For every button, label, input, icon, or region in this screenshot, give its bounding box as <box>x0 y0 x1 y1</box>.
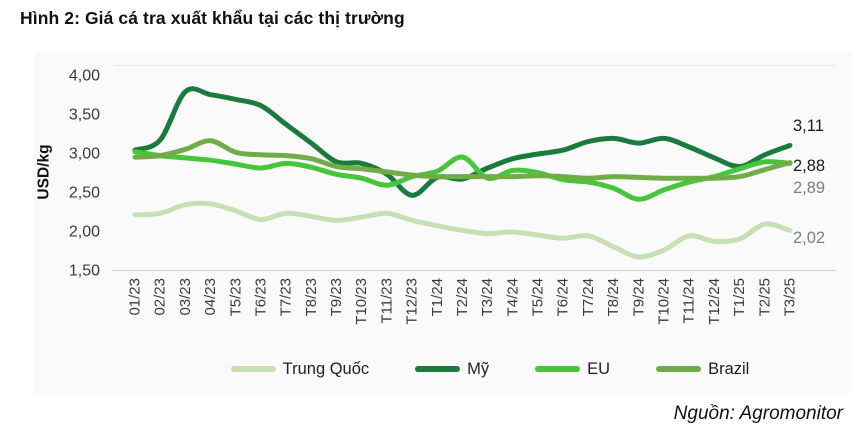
end-value-label: 2,89 <box>793 179 825 197</box>
x-tick-label: T8/24 <box>605 278 622 316</box>
source-caption: Nguồn: Agromonitor <box>673 403 843 424</box>
x-tick-label: T8/23 <box>303 278 320 316</box>
x-tick-label: 02/23 <box>152 278 169 316</box>
legend-label: Trung Quốc <box>282 359 370 378</box>
chart-legend: Trung Quốc Mỹ EU Brazil <box>140 356 840 382</box>
end-value-label: 3,11 <box>793 117 824 135</box>
legend-label: Mỹ <box>467 359 490 378</box>
x-tick-label: T5/24 <box>530 278 547 316</box>
x-tick-label: T6/24 <box>555 278 572 316</box>
x-tick-label: T5/23 <box>227 278 244 316</box>
y-tick-label: 2,50 <box>69 185 100 202</box>
series-line-2 <box>132 149 793 202</box>
legend-item-3: Brazil <box>656 360 749 379</box>
y-tick-label: 1,50 <box>69 263 100 280</box>
end-value-label: 2,02 <box>793 229 825 247</box>
legend-swatch-icon <box>230 366 276 372</box>
y-tick-label: 3,50 <box>69 107 100 124</box>
x-tick-label: T4/24 <box>504 278 521 316</box>
legend-label: Brazil <box>708 359 750 378</box>
y-tick-label: 4,00 <box>69 68 100 85</box>
x-tick-label: T1/25 <box>731 278 748 316</box>
series-line-3 <box>132 138 793 181</box>
x-tick-label: T12/24 <box>706 278 723 325</box>
x-tick-label: T12/23 <box>404 278 421 325</box>
x-tick-label: T2/24 <box>454 278 471 316</box>
x-tick-label: T6/23 <box>252 278 269 316</box>
x-tick-label: T10/23 <box>353 278 370 325</box>
y-tick-label: 3,00 <box>69 146 100 163</box>
legend-label: EU <box>587 359 611 378</box>
legend-swatch-icon <box>415 366 461 372</box>
y-tick-label: 2,00 <box>69 224 100 241</box>
x-tick-label: 04/23 <box>202 278 219 316</box>
x-tick-label: T7/23 <box>278 278 295 316</box>
x-tick-label: T1/24 <box>429 278 446 316</box>
end-value-label: 2,88 <box>793 157 825 175</box>
legend-swatch-icon <box>656 366 702 372</box>
series-line-0 <box>132 200 793 260</box>
x-tick-label: T11/24 <box>681 278 698 324</box>
x-tick-label: 01/23 <box>127 278 144 316</box>
x-tick-label: T9/24 <box>630 278 647 316</box>
x-tick-label: T3/25 <box>781 278 798 316</box>
x-tick-label: T3/24 <box>479 278 496 316</box>
figure-title: Hình 2: Giá cá tra xuất khẩu tại các thị… <box>20 8 405 28</box>
y-axis-title: USD/kg <box>36 144 53 199</box>
x-tick-label: T2/25 <box>756 278 773 316</box>
x-tick-label: T9/23 <box>328 278 345 316</box>
x-tick-label: T7/24 <box>580 278 597 316</box>
legend-item-2: EU <box>535 360 610 379</box>
chart-panel <box>34 52 853 395</box>
x-tick-label: T10/24 <box>655 278 672 325</box>
legend-item-0: Trung Quốc <box>230 359 370 379</box>
x-tick-label: 03/23 <box>177 278 194 316</box>
legend-swatch-icon <box>535 366 581 372</box>
x-tick-label: T11/23 <box>378 278 395 324</box>
legend-item-1: Mỹ <box>415 360 489 379</box>
